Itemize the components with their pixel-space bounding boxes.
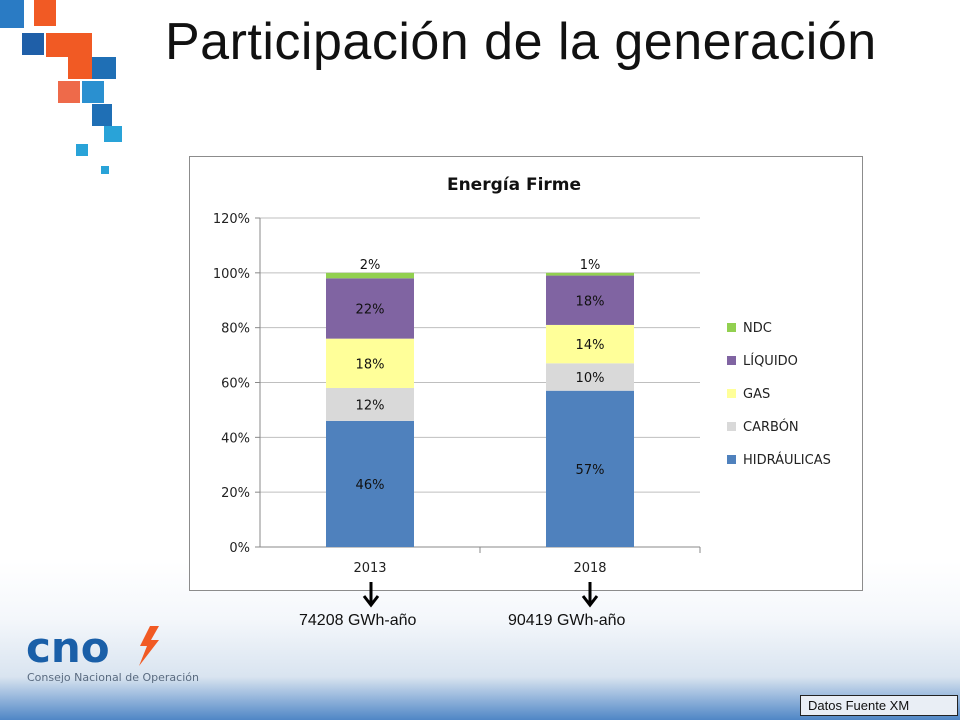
bar-segment [326,278,414,339]
chart-frame: Energía Firme 46% 12% 18% 22% 2% 57% 10% 14% 18%… [189,156,863,591]
data-label: 22% [356,302,385,317]
bar-segment [326,272,414,279]
deco-square [46,33,92,57]
y-tick-label: 120% [213,212,250,227]
legend-swatch [727,422,736,431]
bar-segment [546,390,634,547]
data-label: 57% [576,463,605,478]
legend-swatch [727,356,736,365]
data-label: 18% [356,357,385,372]
data-labels: 46% 12% 18% 22% 2% 57% 10% 14% 18% 1% [356,258,605,493]
legend-label: NDC [743,321,772,336]
bars [326,272,634,547]
legend-swatch [727,323,736,332]
deco-square [34,0,56,26]
bar-segment [546,275,634,325]
decorative-squares [0,0,122,174]
cno-logo: cno [26,623,159,672]
chart-title: Energía Firme [447,175,581,195]
deco-square [22,33,44,55]
annotation-2018: 90419 GWh-año [508,612,626,629]
bar-segment [546,272,634,276]
bar-segment [326,420,414,547]
data-label: 46% [356,478,385,493]
bar-segment [326,338,414,388]
deco-square [58,81,80,103]
y-tick-label: 0% [229,541,250,556]
bar-segment [326,387,414,421]
slide-title: Participación de la generación [165,13,877,71]
down-arrow-icon [362,582,380,608]
y-tick-label: 60% [221,377,250,392]
down-arrow-icon [581,582,599,608]
data-label: 14% [576,338,605,353]
data-label: 18% [576,294,605,309]
axes: 0% 20% 40% 60% 80% 100% 120% 2013 2018 [213,212,701,576]
bar-segment [546,363,634,391]
y-tick-label: 20% [221,486,250,501]
stacked-bar-chart: Energía Firme 46% 12% 18% 22% 2% 57% 10% 14% 18%… [213,175,831,576]
x-tick-label: 2013 [353,561,386,576]
data-label: 2% [360,258,381,273]
legend-swatch [727,455,736,464]
y-tick-label: 40% [221,431,250,446]
deco-square [92,104,112,126]
deco-square [68,57,92,79]
deco-square [76,144,88,156]
legend-label: LÍQUIDO [743,353,798,369]
deco-square [82,81,104,103]
data-label: 1% [580,258,601,273]
bar-segment [546,324,634,364]
data-label: 10% [576,371,605,386]
y-tick-label: 100% [213,267,250,282]
logo-subtitle: Consejo Nacional de Operación [27,671,199,684]
legend-label: GAS [743,387,770,402]
deco-square [92,57,116,79]
source-note: Datos Fuente XM [800,695,958,716]
legend-swatch [727,389,736,398]
legend: NDC LÍQUIDO GAS CARBÓN HIDRÁULICAS [727,321,831,468]
logo-wordmark: cno [26,623,110,672]
legend-label: CARBÓN [743,419,799,435]
deco-square [104,126,122,142]
deco-square [101,166,109,174]
legend-label: HIDRÁULICAS [743,452,831,468]
data-label: 12% [356,398,385,413]
x-tick-label: 2018 [573,561,606,576]
lightning-icon [139,626,159,666]
annotation-2013: 74208 GWh-año [299,612,417,629]
deco-square [0,0,24,28]
y-tick-label: 80% [221,322,250,337]
